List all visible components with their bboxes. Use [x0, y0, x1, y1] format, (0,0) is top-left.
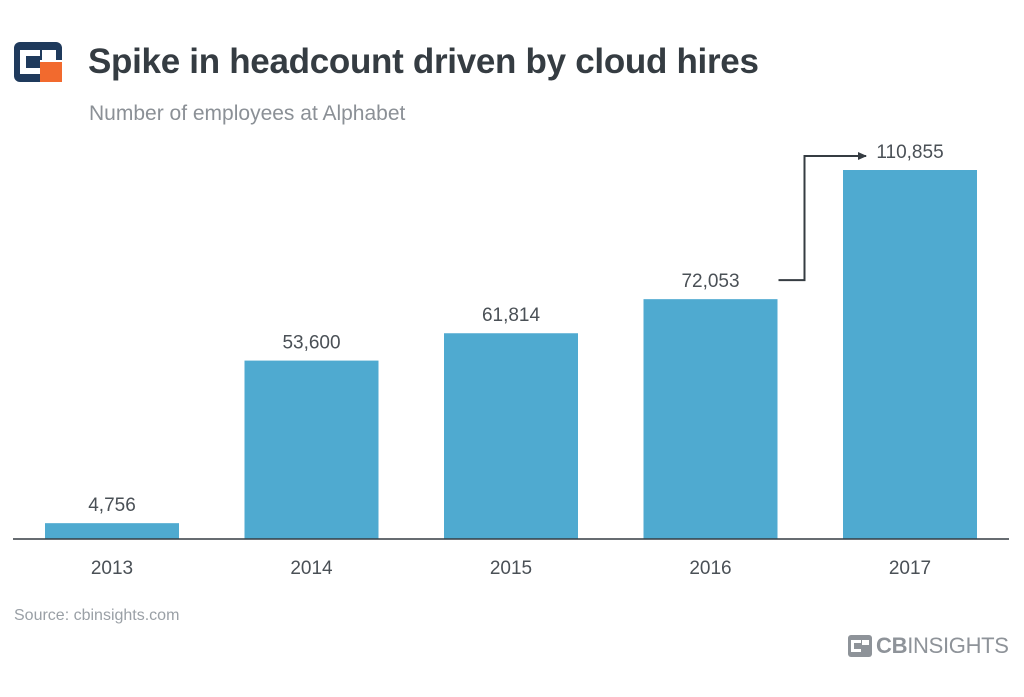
- value-label-2016: 72,053: [681, 271, 739, 292]
- bar-2016: [643, 299, 778, 539]
- bar-2017: [843, 170, 977, 539]
- footer-logo-bold: CB: [876, 633, 908, 658]
- header: [14, 38, 62, 86]
- value-label-2014: 53,600: [282, 333, 340, 354]
- chart-subtitle: Number of employees at Alphabet: [89, 102, 406, 125]
- growth-annotation-arrow: [778, 152, 867, 282]
- chart-title: Spike in headcount driven by cloud hires: [88, 42, 759, 81]
- bar-chart: 4,756 53,600 61,814 72,053 110,855 2013 2014 2…: [13, 142, 1009, 579]
- footer-logo: CBINSIGHTS: [848, 632, 1009, 660]
- value-label-2017: 110,855: [876, 142, 943, 163]
- x-tick-label-2016: 2016: [689, 558, 731, 579]
- footer-logo-light: INSIGHTS: [907, 633, 1009, 658]
- source-note: Source: cbinsights.com: [14, 607, 180, 624]
- x-tick-label-2013: 2013: [91, 558, 133, 579]
- x-tick-label-2017: 2017: [889, 558, 931, 579]
- bar-2015: [444, 333, 578, 539]
- bar-2013: [45, 523, 179, 539]
- footer-logo-text: CBINSIGHTS: [876, 633, 1009, 659]
- x-tick-label-2015: 2015: [490, 558, 532, 579]
- x-tick-label-2014: 2014: [290, 558, 333, 579]
- cb-insights-small-logo-icon: [848, 635, 872, 657]
- value-label-2015: 61,814: [482, 305, 541, 326]
- cb-insights-logo-icon: [14, 42, 62, 82]
- bar-2014: [244, 360, 379, 539]
- value-label-2013: 4,756: [88, 495, 136, 516]
